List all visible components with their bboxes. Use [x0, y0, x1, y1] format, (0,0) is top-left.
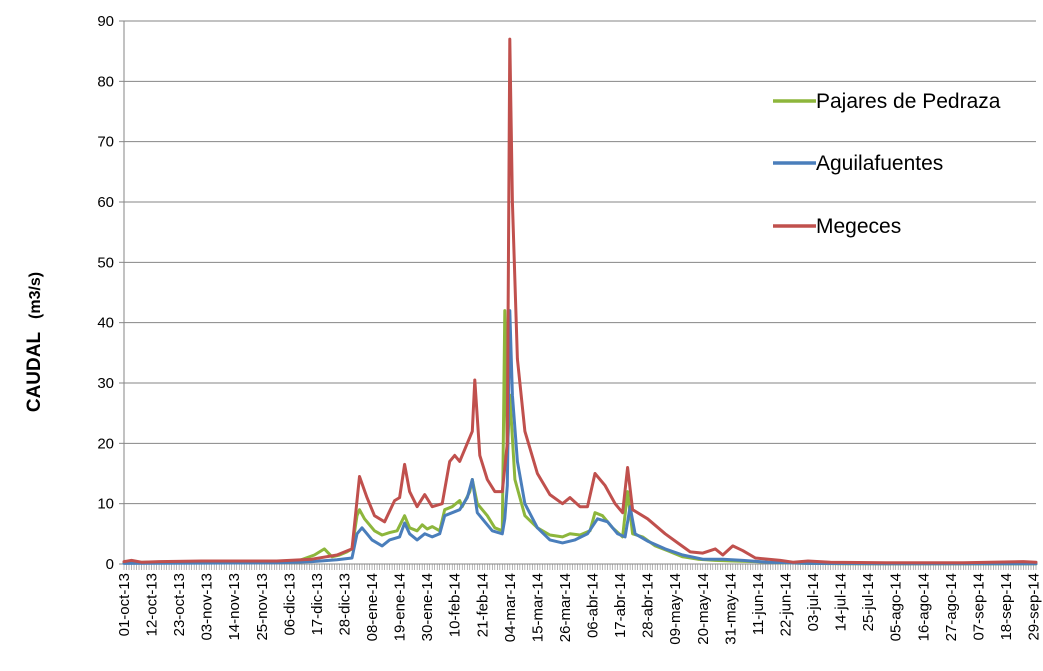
y-axis-label-main: CAUDAL	[24, 332, 45, 413]
legend-label: Megeces	[816, 215, 901, 238]
legend-label: Pajares de Pedraza	[816, 90, 1001, 113]
x-tick-label: 16-ago-14	[915, 573, 932, 641]
x-tick-label: 19-ene-14	[392, 573, 409, 641]
x-tick-label: 09-may-14	[667, 573, 684, 645]
y-tick-label: 30	[97, 375, 114, 392]
series-line-megeces	[122, 37, 1038, 565]
x-tick-label: 17-dic-13	[309, 573, 326, 636]
x-tick-label: 30-ene-14	[419, 573, 436, 641]
legend: Pajares de Pedraza Aguilafuentes Megeces	[773, 90, 1001, 238]
y-tick-label: 0	[106, 556, 114, 573]
y-tick-label: 50	[97, 254, 114, 271]
x-tick-label: 03-nov-13	[199, 573, 216, 641]
x-tick-label: 26-mar-14	[557, 573, 574, 642]
y-tick-label: 10	[97, 496, 114, 513]
x-tick-label: 04-mar-14	[502, 573, 519, 642]
y-axis-ticks: 0 10 20 30 40 50 60 70 80 90	[97, 13, 124, 573]
series-line-pajares-de-pedraza	[122, 309, 1038, 566]
y-tick-label: 40	[97, 315, 114, 332]
x-tick-label: 31-may-14	[722, 573, 739, 645]
legend-label: Aguilafuentes	[816, 152, 943, 175]
x-tick-label: 07-sep-14	[970, 573, 987, 641]
x-tick-label: 28-dic-13	[336, 573, 353, 636]
x-tick-label: 17-abr-14	[612, 573, 629, 638]
x-tick-label: 29-sep-14	[1025, 573, 1042, 641]
y-tick-label: 20	[97, 435, 114, 452]
x-tick-label: 06-abr-14	[585, 573, 602, 638]
x-tick-label: 05-ago-14	[888, 573, 905, 641]
x-tick-label: 18-sep-14	[998, 573, 1015, 641]
series-line-aguilafuentes	[122, 309, 1038, 566]
y-axis-label: CAUDAL (m3/s)	[24, 272, 45, 412]
x-tick-label: 15-mar-14	[529, 573, 546, 642]
x-tick-label: 14-jul-14	[833, 573, 850, 631]
x-tick-label: 01-oct-13	[116, 573, 133, 636]
x-tick-label: 03-jul-14	[805, 573, 822, 631]
x-tick-label: 20-may-14	[695, 573, 712, 645]
x-tick-label: 21-feb-14	[474, 573, 491, 637]
y-tick-label: 60	[97, 194, 114, 211]
x-tick-label: 25-nov-13	[254, 573, 271, 641]
x-tick-label: 14-nov-13	[226, 573, 243, 641]
x-tick-label: 28-abr-14	[640, 573, 657, 638]
x-tick-label: 27-ago-14	[943, 573, 960, 641]
y-axis-label-unit: (m3/s)	[27, 272, 44, 319]
x-tick-label: 25-jul-14	[860, 573, 877, 631]
x-tick-label: 12-oct-13	[144, 573, 161, 636]
x-tick-label: 11-jun-14	[750, 573, 767, 635]
y-tick-label: 80	[97, 73, 114, 90]
x-tick-label: 08-ene-14	[364, 573, 381, 641]
x-axis-ticks: 01-oct-13 12-oct-13 23-oct-13 03-nov-13 14-n…	[116, 564, 1042, 645]
x-tick-label: 10-feb-14	[447, 573, 464, 637]
y-tick-label: 90	[97, 13, 114, 30]
gridlines	[124, 20, 1036, 505]
x-tick-label: 06-dic-13	[281, 573, 298, 636]
x-tick-label: 22-jun-14	[777, 573, 794, 636]
y-tick-label: 70	[97, 134, 114, 151]
x-tick-label: 23-oct-13	[171, 573, 188, 636]
series-lines	[122, 37, 1038, 566]
